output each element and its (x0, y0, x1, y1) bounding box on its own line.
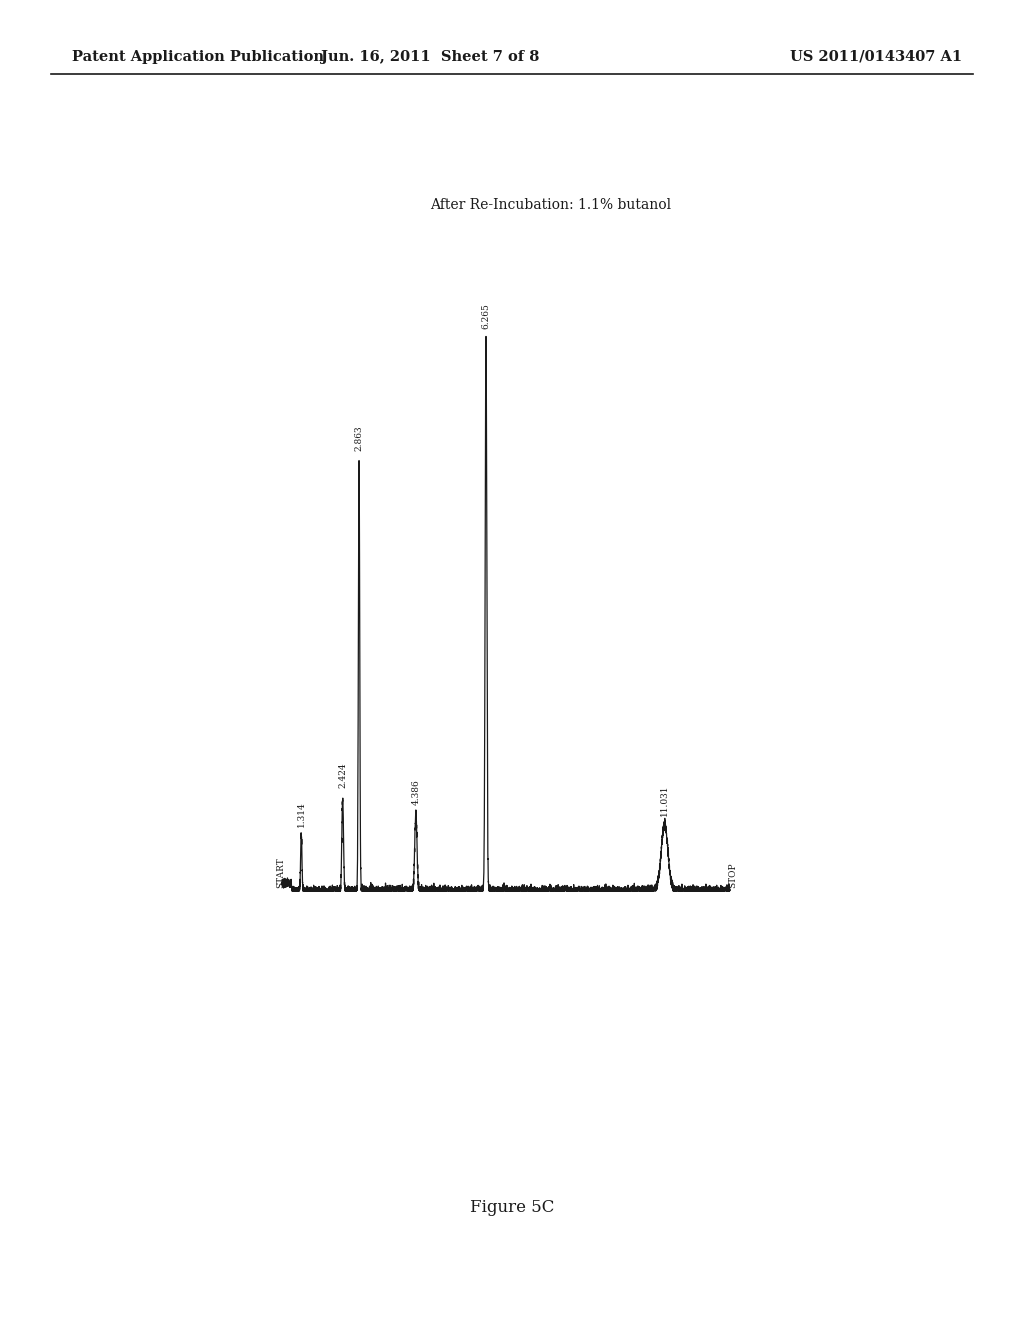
Text: 2.863: 2.863 (354, 425, 364, 450)
Text: STOP: STOP (728, 862, 737, 888)
Text: Figure 5C: Figure 5C (470, 1200, 554, 1216)
Text: 6.265: 6.265 (481, 304, 490, 329)
Text: 2.424: 2.424 (338, 763, 347, 788)
Text: Jun. 16, 2011  Sheet 7 of 8: Jun. 16, 2011 Sheet 7 of 8 (321, 50, 540, 63)
Text: Patent Application Publication: Patent Application Publication (72, 50, 324, 63)
Text: 4.386: 4.386 (412, 779, 421, 805)
Text: After Re-Incubation: 1.1% butanol: After Re-Incubation: 1.1% butanol (430, 198, 671, 211)
Text: START: START (276, 857, 286, 888)
Text: US 2011/0143407 A1: US 2011/0143407 A1 (791, 50, 963, 63)
Text: 11.031: 11.031 (660, 784, 669, 816)
Text: 1.314: 1.314 (297, 801, 306, 828)
